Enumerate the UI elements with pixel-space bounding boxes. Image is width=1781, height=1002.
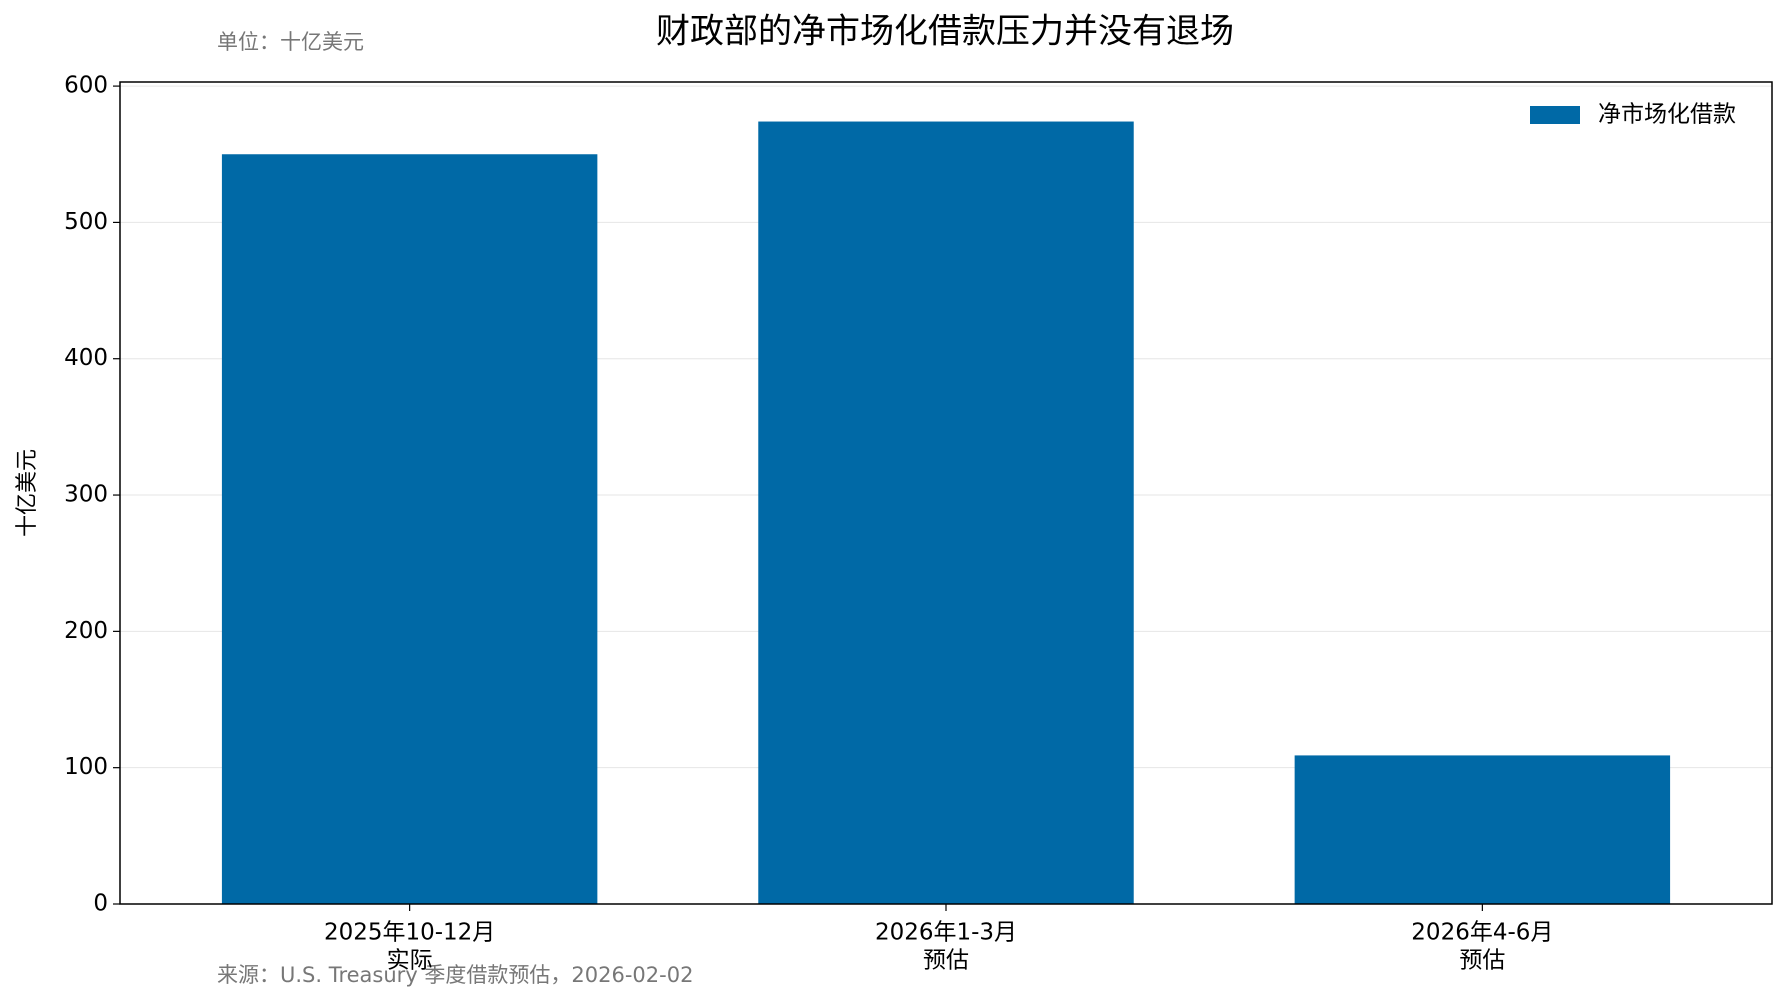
y-axis-label: 十亿美元 [15,449,40,537]
bar [221,154,598,904]
legend-swatch [1530,106,1580,124]
bar [1294,755,1671,904]
y-tick-label: 600 [64,73,108,99]
axes-frame [119,81,1773,905]
y-tick-label: 500 [64,209,108,235]
y-tick-label: 200 [64,618,108,644]
x-tick-label: 2026年4-6月 [1411,920,1553,946]
x-tick-sublabel: 实际 [387,948,433,974]
x-tick-sublabel: 预估 [1459,948,1505,974]
bar [758,121,1134,904]
chart-title: 财政部的净市场化借款压力并没有退场 [656,12,1234,52]
x-tick-sublabel: 预估 [923,948,969,974]
x-tick-label: 2025年10-12月 [324,920,495,946]
x-tick-label: 2026年1-3月 [875,920,1017,946]
legend-label: 净市场化借款 [1598,102,1736,128]
y-tick-label: 400 [64,345,108,371]
y-tick-label: 100 [64,754,108,780]
y-tick-label: 300 [64,482,108,508]
y-tick-label: 0 [93,891,108,917]
source-note: 来源：U.S. Treasury 季度借款预估，2026-02-02 [217,963,693,987]
unit-note: 单位：十亿美元 [217,30,364,54]
